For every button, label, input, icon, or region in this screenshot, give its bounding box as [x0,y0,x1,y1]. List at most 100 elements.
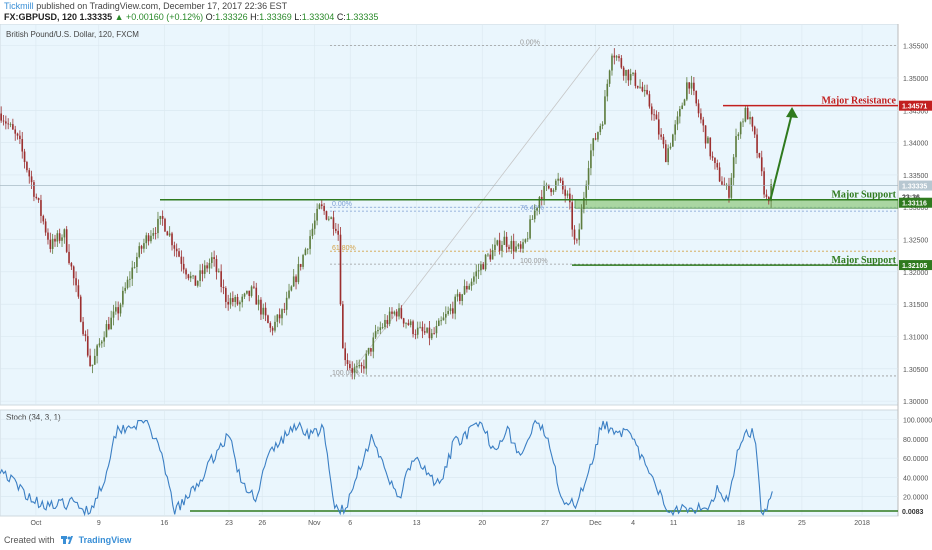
candle-body [377,330,379,332]
candle-body [592,138,595,151]
candle-body [91,364,94,367]
candle-body [622,67,625,76]
candle-body [86,336,89,356]
candle-body [447,310,449,314]
price-chart[interactable]: 1.35500 1.35000 1.34500 1.34000 1.33500 1.330… [0,24,932,532]
time-tick-label: 23 [225,520,233,527]
candle-body [217,271,220,273]
candle-body [311,228,314,237]
candle-body [576,239,578,241]
candle-body [222,286,225,289]
support-zone [574,199,899,209]
candle-body [723,184,726,186]
candle-body [419,326,421,328]
candle-body [147,235,150,242]
candle-body [679,109,681,117]
candle-body [742,121,744,123]
candle-body [201,270,204,274]
candle-body [313,220,316,229]
candle-body [440,320,442,322]
candle-body [484,254,487,270]
candle-body [374,331,377,338]
candle-body [318,204,321,209]
fib-left-level-label: 100.00% [332,370,360,377]
stoch-pane [0,409,899,517]
candle-body [19,135,21,140]
candle-body [566,193,569,196]
candle-body [428,327,431,339]
candle-body [536,207,538,211]
candle-body [594,138,597,140]
candle-body [145,235,148,244]
stoch-value-tag-bg [899,505,932,516]
candle-body [444,313,447,318]
candle-body [627,69,630,81]
candle-body [386,319,389,324]
candle-body [129,278,131,280]
stoch-tick-label: 60.0000 [903,456,928,463]
candle-body [515,246,517,252]
candle-body [112,311,115,318]
price-change: ▲ +0.00160 (+0.12%) [114,12,204,22]
candle-body [232,298,234,302]
candle-body [398,308,400,317]
candle-body [58,233,61,241]
candle-body [335,228,337,231]
candle-body [664,144,667,163]
candle-body [297,264,300,283]
close-value: 1.33335 [345,12,379,22]
candle-body [108,324,110,330]
candle-body [77,285,80,297]
candle-body [517,244,520,247]
candle-body [672,134,674,147]
candle-body [753,126,756,135]
candle-body [379,327,382,331]
candle-body [756,134,758,154]
candle-body [433,333,435,334]
created-with-text: Created with [4,535,55,545]
candle-body [746,107,749,120]
candle-body [306,248,309,250]
major-support-label: Major Support [831,190,896,201]
candle-body [618,56,620,59]
candle-body [154,233,157,234]
candle-body [580,208,583,230]
candle-body [681,105,683,110]
candle-body [629,74,632,81]
candle-body [98,343,101,346]
candle-body [480,264,482,271]
candle-body [194,275,197,286]
candle-body [395,311,398,317]
candle-body [613,55,616,58]
candle-body [564,189,566,196]
candle-body [12,124,14,130]
candle-body [728,184,730,198]
candle-body [510,240,513,249]
price-pane-title: British Pound/U.S. Dollar, 120, FXCM [6,30,139,39]
candle-body [309,236,311,249]
candle-body [547,184,550,189]
candle-body [260,299,262,315]
candle-body [281,309,283,319]
author-link[interactable]: Tickmill [4,1,34,11]
fib-left-level-label: 0.00% [332,201,352,208]
time-tick-label: 6 [348,520,352,527]
stoch-tick-label: 20.0000 [903,495,928,502]
candle-body [337,230,339,235]
candle-body [557,178,559,181]
candle-body [529,219,531,239]
candle-body [526,238,529,240]
tradingview-link[interactable]: TradingView [78,535,132,545]
candle-body [89,355,91,367]
candle-body [164,218,166,232]
candle-body [452,308,454,314]
candle-body [203,265,206,274]
candle-body [115,307,117,312]
candle-body [608,70,611,84]
candle-body [105,324,108,338]
candle-body [330,217,332,219]
candle-body [124,287,127,291]
candle-body [669,146,672,149]
time-tick-label: Dec [589,520,602,527]
candle-body [655,114,658,120]
